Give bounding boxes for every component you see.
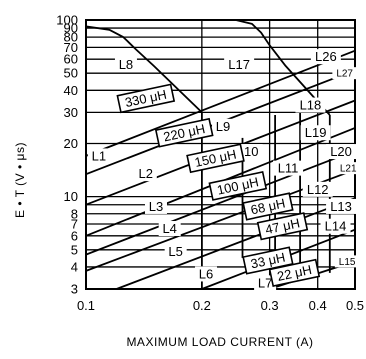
- region-label-bg: [114, 56, 137, 72]
- y-tick-label: 3: [71, 282, 78, 297]
- region-label: L26: [315, 49, 337, 64]
- region-label-bg: [302, 181, 333, 197]
- y-tick-label: 50: [64, 66, 78, 81]
- y-tick-label: 40: [64, 83, 78, 98]
- region-label: L17: [228, 57, 250, 72]
- region-label: L11: [278, 161, 299, 176]
- y-tick-label: 90: [64, 21, 78, 36]
- inductance-label-box: [186, 143, 245, 174]
- y-tick-label: 5: [71, 242, 78, 257]
- y-tick-label: 100: [56, 13, 78, 28]
- region-label: L15: [339, 257, 356, 268]
- region-label: L2: [139, 166, 153, 181]
- inductance-label-group: 220 μH: [154, 117, 214, 148]
- inductance-label: 22 μH: [276, 262, 313, 284]
- x-axis-title: MAXIMUM LOAD CURRENT (A): [126, 335, 313, 349]
- region-label-bg: [194, 266, 217, 282]
- region-label-bg: [300, 125, 331, 141]
- x-tick-label: 0.1: [77, 298, 95, 313]
- inductance-label-group: 100 μH: [208, 170, 268, 201]
- y-tick-label: 10: [64, 189, 78, 204]
- y-tick-label: 30: [64, 105, 78, 120]
- region-label-bg: [326, 198, 357, 214]
- inductance-label-group: 22 μH: [268, 258, 321, 288]
- region-label: L3: [149, 199, 163, 214]
- inductance-label-box: [116, 83, 176, 114]
- inductance-label-group: 68 μH: [242, 192, 294, 221]
- region-label-bg: [212, 118, 235, 134]
- region-label: L13: [330, 199, 352, 214]
- region-label: L19: [305, 125, 327, 140]
- y-tick-label: 20: [64, 136, 78, 151]
- region-label-bg: [273, 160, 304, 176]
- region-label-bg: [224, 56, 255, 72]
- region-label: L1: [92, 148, 106, 163]
- region-label-bg: [334, 255, 360, 268]
- inductance-label: 47 μH: [264, 215, 301, 237]
- boundary-line: [85, 149, 356, 256]
- region-label: L8: [119, 57, 133, 72]
- boundary-line: [116, 197, 356, 290]
- inductance-label-box: [256, 212, 309, 241]
- region-label-bg: [335, 162, 361, 175]
- y-tick-label: 70: [64, 40, 78, 55]
- region-label: L5: [168, 244, 182, 259]
- inductance-label: 33 μH: [249, 250, 286, 272]
- region-label-bg: [158, 221, 181, 237]
- x-tick-label: 0.5: [346, 298, 364, 313]
- region-label-bg: [164, 243, 187, 259]
- y-tick-label: 4: [71, 259, 78, 274]
- inductance-label-group: 47 μH: [256, 212, 309, 241]
- y-tick-label: 80: [64, 30, 78, 45]
- inductance-label-group: 150 μH: [186, 143, 245, 174]
- region-label-bg: [87, 148, 110, 164]
- region-label: L20: [330, 144, 352, 159]
- region-label-bg: [310, 49, 341, 65]
- inductance-label: 68 μH: [249, 195, 286, 217]
- x-tick-label: 0.2: [193, 298, 211, 313]
- tick-labels: 0.1 0.2 0.3 0.4 0.53456781020304050607080901…: [56, 13, 364, 314]
- region-label: L18: [300, 98, 322, 113]
- x-tick-label: 0.4: [309, 298, 327, 313]
- y-tick-label: 6: [71, 228, 78, 243]
- inductance-label-box: [154, 117, 214, 148]
- region-label: L4: [162, 221, 176, 236]
- boundary-line: [85, 49, 356, 157]
- x-tick-label: 0.3: [261, 298, 279, 313]
- y-tick-label: 60: [64, 52, 78, 67]
- y-axis-title: E • T (V • μs): [13, 142, 27, 218]
- region-label: L9: [216, 119, 230, 134]
- region-label: L21: [340, 164, 357, 175]
- region-label: L14: [325, 219, 347, 234]
- region-label: L6: [199, 266, 213, 281]
- inductance-label-box: [268, 258, 321, 288]
- region-label-bg: [320, 218, 351, 234]
- region-label: L7: [258, 275, 272, 290]
- inductance-label-group: 330 μH: [116, 83, 176, 114]
- current-limit-curve: [235, 19, 331, 116]
- region-label-bg: [332, 67, 357, 80]
- inductance-label-box: [208, 170, 268, 201]
- region-label-bg: [295, 97, 326, 113]
- region-label-bg: [254, 275, 277, 291]
- region-label-bg: [144, 198, 167, 214]
- region-label-bg: [134, 166, 157, 182]
- inductance-label-group: 33 μH: [242, 246, 294, 275]
- y-tick-label: 8: [71, 206, 78, 221]
- current-limit-curve: [85, 25, 203, 114]
- region-label-bg: [326, 144, 357, 160]
- region-label: L27: [336, 69, 353, 80]
- region-label: L12: [307, 182, 329, 197]
- y-tick-label: 7: [71, 217, 78, 232]
- inductance-label-box: [242, 192, 294, 221]
